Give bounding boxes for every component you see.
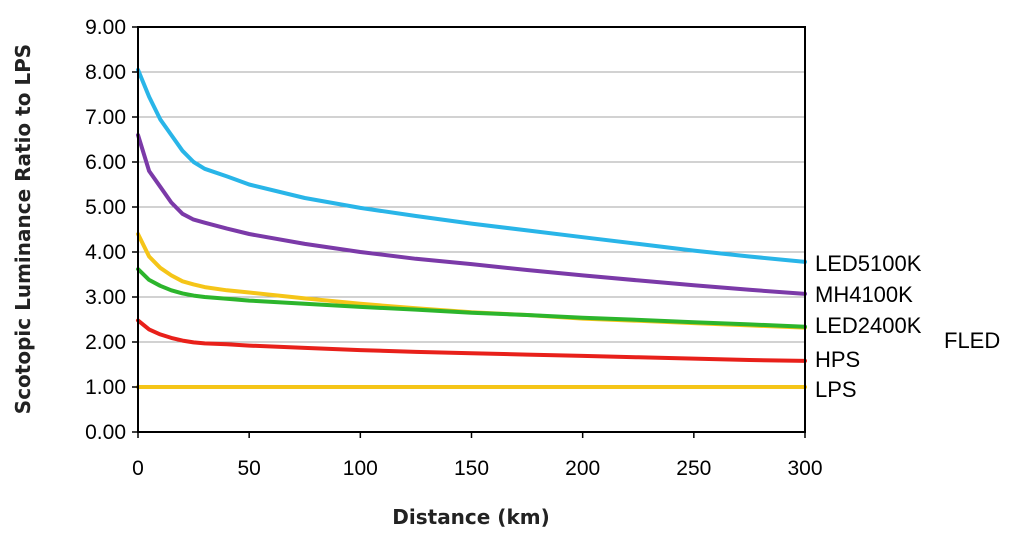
series-lines bbox=[136, 67, 807, 389]
y-axis-ticks: 0.00 1.00 2.00 3.00 4.00 5.00 6.00 7.00 8.00 9.00 bbox=[85, 16, 138, 444]
y-axis-title: Scotopic Luminance Ratio to LPS bbox=[11, 44, 35, 414]
series-label-lps: LPS bbox=[815, 377, 857, 402]
series-label-led5100k: LED5100K bbox=[815, 251, 922, 276]
y-tick-label: 4.00 bbox=[85, 241, 126, 264]
x-tick-label: 150 bbox=[454, 457, 489, 480]
y-tick-label: 9.00 bbox=[85, 16, 126, 39]
x-tick-label: 300 bbox=[787, 457, 822, 480]
series-label-hps: HPS bbox=[815, 347, 860, 372]
series-labels: LED5100K MH4100K LED2400K FLED HPS LPS bbox=[815, 251, 1000, 402]
y-tick-label: 3.00 bbox=[85, 286, 126, 309]
x-tick-label: 0 bbox=[132, 457, 144, 480]
y-tick-label: 0.00 bbox=[85, 421, 126, 444]
y-tick-label: 2.00 bbox=[85, 331, 126, 354]
series-label-fled: FLED bbox=[944, 328, 1000, 353]
gridlines bbox=[138, 26, 805, 388]
series-line-fled bbox=[136, 267, 807, 329]
series-line-hps bbox=[136, 318, 807, 363]
y-tick-label: 8.00 bbox=[85, 61, 126, 84]
x-tick-label: 200 bbox=[565, 457, 600, 480]
x-axis-title: Distance (km) bbox=[392, 505, 549, 529]
x-axis-ticks: 0 50 100 150 200 250 300 bbox=[132, 432, 823, 480]
y-tick-label: 6.00 bbox=[85, 151, 126, 174]
x-tick-label: 250 bbox=[676, 457, 711, 480]
series-label-led2400k: LED2400K bbox=[815, 313, 922, 338]
x-tick-label: 100 bbox=[343, 457, 378, 480]
y-tick-label: 5.00 bbox=[85, 196, 126, 219]
series-line-led5100k bbox=[136, 67, 807, 264]
series-label-mh4100k: MH4100K bbox=[815, 282, 913, 307]
y-tick-label: 1.00 bbox=[85, 376, 126, 399]
y-tick-label: 7.00 bbox=[85, 106, 126, 129]
x-tick-label: 50 bbox=[237, 457, 260, 480]
series-line-mh4100k bbox=[136, 133, 807, 296]
